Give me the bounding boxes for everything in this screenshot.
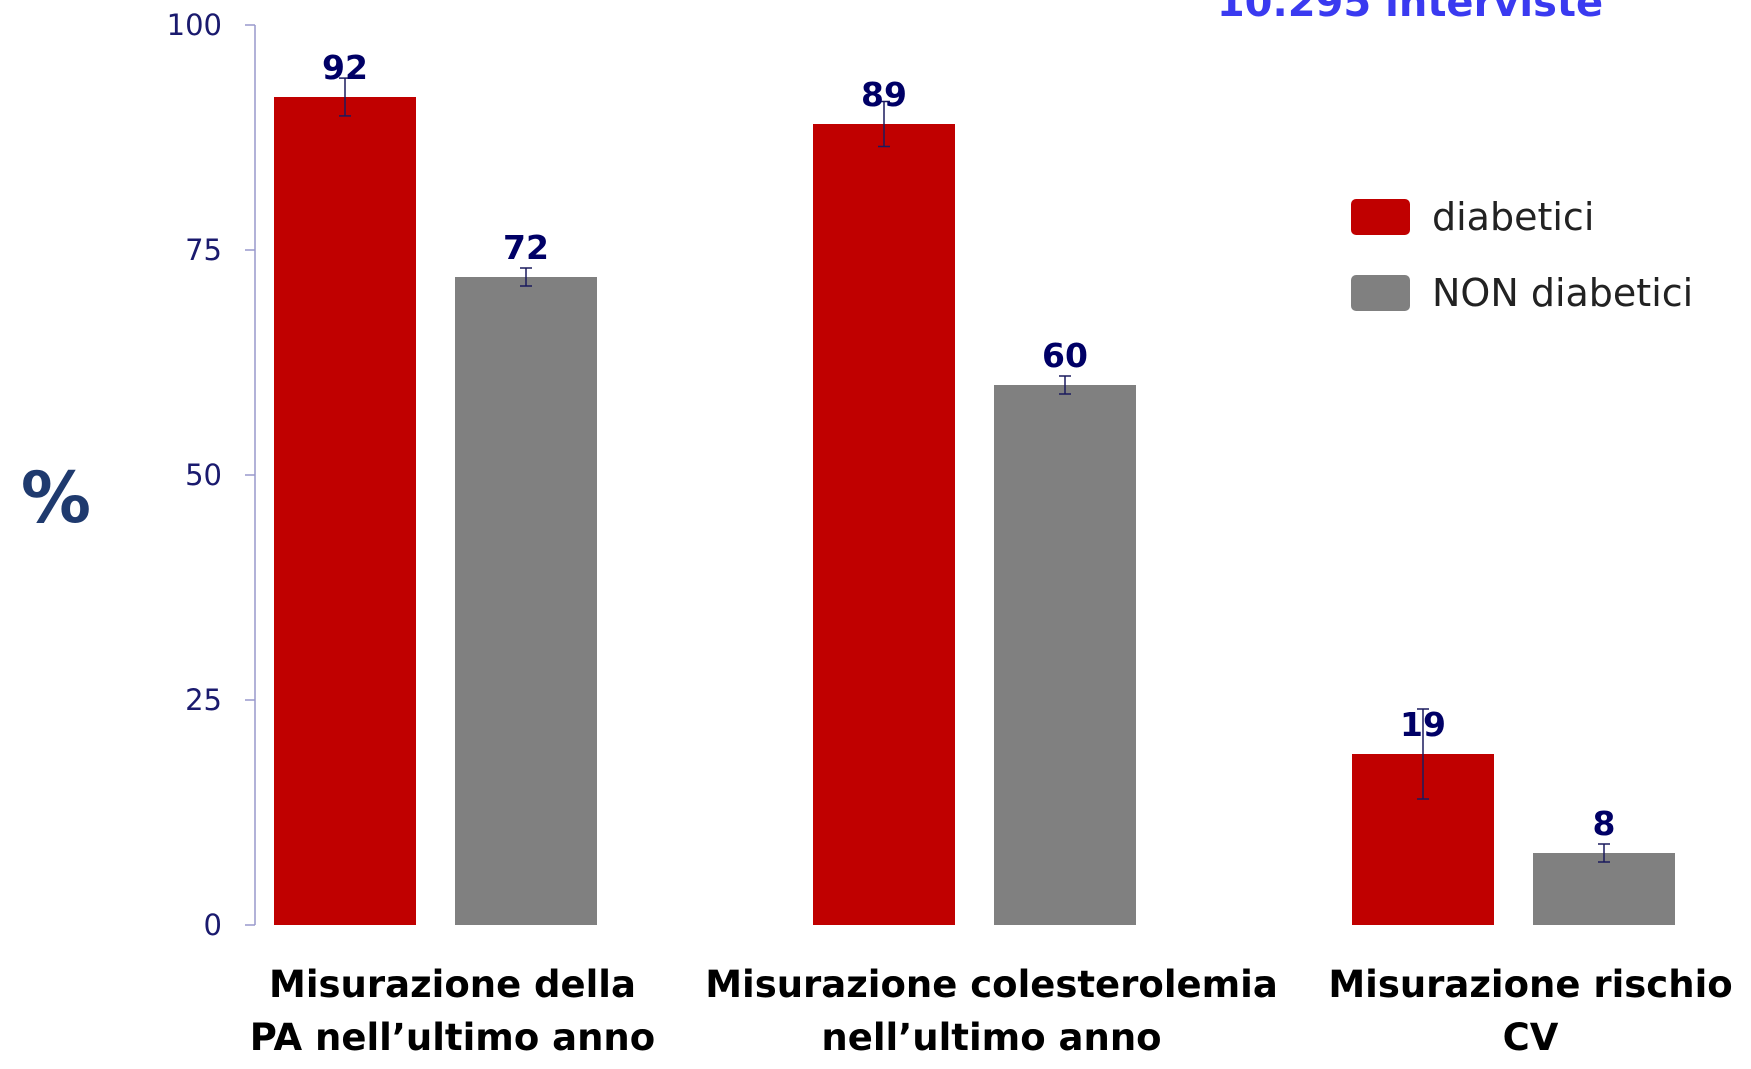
x-tick-label: Misurazione rischio CV — [1328, 963, 1732, 1059]
y-tick-label: 50 — [185, 458, 222, 492]
y-axis-label: % — [21, 457, 91, 539]
error-bar — [520, 267, 532, 287]
error-bar — [339, 77, 351, 117]
legend-swatch — [1351, 275, 1410, 311]
legend-swatch — [1351, 199, 1410, 235]
bar — [455, 277, 597, 925]
error-bar — [1417, 708, 1429, 800]
value-label: 60 — [1042, 336, 1088, 375]
bar — [813, 124, 955, 925]
bar — [994, 385, 1136, 925]
bar — [1533, 853, 1675, 925]
value-label: 92 — [322, 48, 368, 87]
error-bar — [878, 100, 890, 148]
x-tick-label-line: Misurazione della — [269, 963, 636, 1006]
x-tick-label-line: Misurazione colesterolemia — [705, 963, 1278, 1006]
y-tick-label: 75 — [185, 233, 222, 267]
x-tick-label: Misurazione della PA nell’ultimo anno — [250, 963, 655, 1059]
x-tick-label-line: CV — [1503, 1016, 1559, 1059]
value-label: 19 — [1400, 705, 1446, 744]
value-label: 72 — [503, 228, 549, 267]
legend-label: NON diabetici — [1432, 271, 1693, 315]
value-label: 8 — [1593, 804, 1616, 843]
legend-label: diabetici — [1432, 195, 1594, 239]
x-tick-label-line: Misurazione rischio — [1328, 963, 1732, 1006]
y-tick-label: 0 — [204, 908, 222, 942]
subtitle: 10.295 interviste — [1217, 0, 1603, 26]
bar — [274, 97, 416, 925]
x-tick-label-line: PA nell’ultimo anno — [250, 1016, 655, 1059]
error-bar — [1059, 375, 1071, 395]
y-tick-label: 25 — [185, 683, 222, 717]
value-label: 89 — [861, 75, 907, 114]
x-tick-label-line: nell’ultimo anno — [821, 1016, 1161, 1059]
x-tick-label: Misurazione colesterolemia nell’ultimo an… — [705, 963, 1278, 1059]
y-tick-label: 100 — [167, 8, 222, 42]
error-bar — [1598, 843, 1610, 863]
